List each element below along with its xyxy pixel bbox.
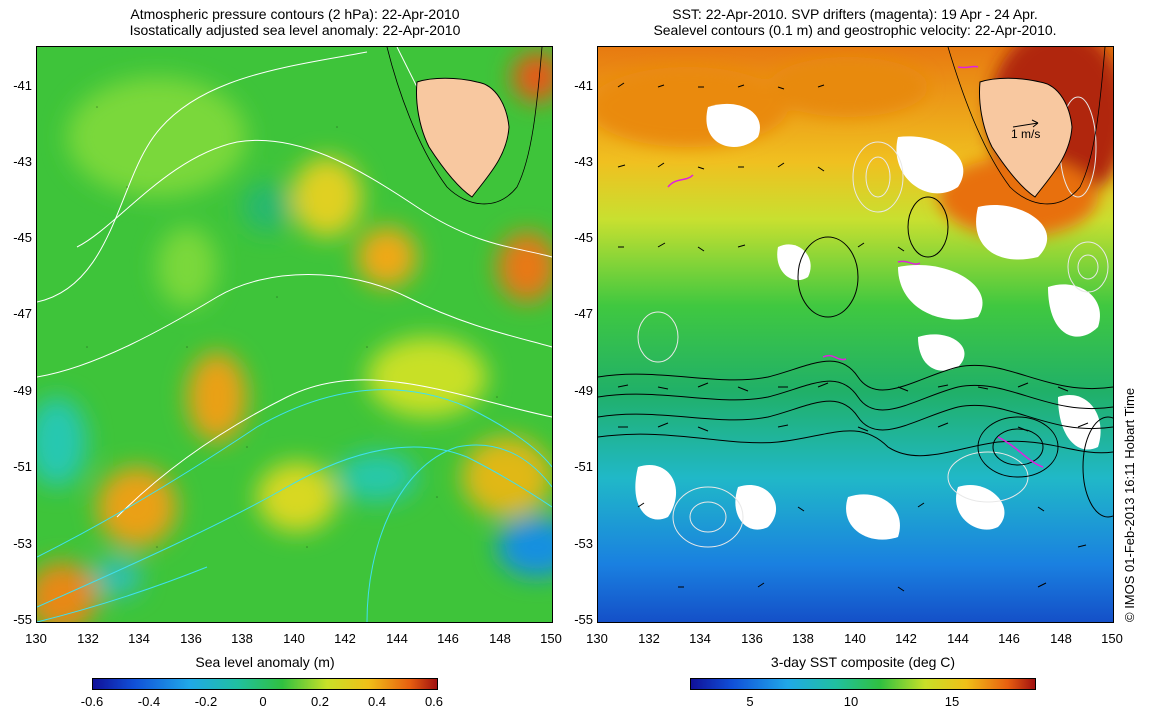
right-x-tick: 142	[895, 631, 917, 646]
left-x-tick: 142	[334, 631, 356, 646]
sst-map[interactable]: 1 m/s	[597, 46, 1114, 623]
left-y-tick: -51	[13, 459, 32, 474]
right-y-tick: -53	[574, 536, 593, 551]
left-y-tick: -45	[13, 230, 32, 245]
left-map-title: Atmospheric pressure contours (2 hPa): 2…	[40, 6, 550, 38]
left-colorbar-tick: -0.4	[137, 694, 161, 709]
pressure-contours-cyan	[37, 389, 552, 622]
right-x-tick: 148	[1050, 631, 1072, 646]
right-y-tick: -43	[574, 154, 593, 169]
sea-level-anomaly-map[interactable]	[36, 46, 553, 623]
right-colorbar-title: 3-day SST composite (deg C)	[770, 654, 956, 670]
left-x-tick: 134	[128, 631, 150, 646]
left-x-tick: 140	[283, 631, 305, 646]
svp-drifter-tracks	[667, 65, 1044, 468]
right-map-title: SST: 22-Apr-2010. SVP drifters (magenta)…	[600, 6, 1110, 38]
left-x-tick: 144	[386, 631, 408, 646]
left-colorbar-tick: -0.6	[80, 694, 104, 709]
right-x-tick: 150	[1101, 631, 1123, 646]
coastline-contour	[386, 47, 543, 205]
left-x-tick: 148	[489, 631, 511, 646]
coastline-contour	[947, 47, 1106, 205]
right-y-tick: -51	[574, 459, 593, 474]
right-colorbar	[690, 678, 1036, 690]
right-y-tick: -47	[574, 306, 593, 321]
scale-arrow-label: 1 m/s	[1011, 127, 1041, 141]
left-title-line1: Atmospheric pressure contours (2 hPa): 2…	[130, 6, 460, 22]
cloud-mask	[635, 103, 1101, 540]
sealevel-contours-black	[598, 196, 1113, 518]
right-x-tick: 144	[947, 631, 969, 646]
left-y-tick: -43	[13, 154, 32, 169]
left-x-tick: 146	[437, 631, 459, 646]
left-y-tick: -55	[13, 612, 32, 627]
right-title-line2: Sealevel contours (0.1 m) and geostrophi…	[653, 22, 1057, 38]
left-y-tick: -41	[13, 78, 32, 93]
right-x-tick: 134	[689, 631, 711, 646]
right-y-tick: -41	[574, 78, 593, 93]
left-x-tick: 130	[25, 631, 47, 646]
imos-credit: © IMOS 01-Feb-2013 16:11 Hobart Time	[1122, 387, 1137, 622]
right-x-tick: 130	[586, 631, 608, 646]
right-title-line1: SST: 22-Apr-2010. SVP drifters (magenta)…	[672, 6, 1038, 22]
right-y-tick: -49	[574, 383, 593, 398]
left-y-tick: -47	[13, 306, 32, 321]
right-x-tick: 132	[638, 631, 660, 646]
left-x-tick: 132	[77, 631, 99, 646]
data-dots	[86, 106, 498, 548]
left-colorbar-tick: 0.2	[310, 694, 330, 709]
scale-arrowhead	[1031, 119, 1039, 128]
pressure-contours	[37, 47, 552, 518]
anomaly-patches	[37, 52, 552, 622]
left-y-tick: -53	[13, 536, 32, 551]
right-colorbar-tick: 15	[944, 694, 960, 709]
left-x-tick: 150	[540, 631, 562, 646]
left-title-line2: Isostatically adjusted sea level anomaly…	[129, 22, 461, 38]
left-colorbar-tick: 0	[259, 694, 267, 709]
scale-arrow	[1012, 122, 1039, 128]
left-y-tick: -49	[13, 383, 32, 398]
geostrophic-velocity-arrows	[617, 82, 1089, 592]
right-x-tick: 146	[998, 631, 1020, 646]
left-x-tick: 138	[231, 631, 253, 646]
left-colorbar-tick: 0.6	[424, 694, 444, 709]
left-colorbar-title: Sea level anomaly (m)	[195, 654, 335, 670]
right-x-tick: 136	[741, 631, 763, 646]
left-colorbar-tick: -0.2	[194, 694, 218, 709]
right-x-tick: 138	[792, 631, 814, 646]
right-y-tick: -55	[574, 612, 593, 627]
sst-plot	[598, 47, 1113, 622]
sea-level-anomaly-plot	[37, 47, 552, 622]
right-y-tick: -45	[574, 230, 593, 245]
left-colorbar	[92, 678, 438, 690]
left-x-tick: 136	[180, 631, 202, 646]
right-colorbar-tick: 5	[746, 694, 754, 709]
right-x-tick: 140	[844, 631, 866, 646]
left-colorbar-tick: 0.4	[367, 694, 387, 709]
right-colorbar-tick: 10	[843, 694, 859, 709]
tasmania-landmass	[416, 77, 510, 198]
tasmania-landmass	[979, 77, 1073, 198]
